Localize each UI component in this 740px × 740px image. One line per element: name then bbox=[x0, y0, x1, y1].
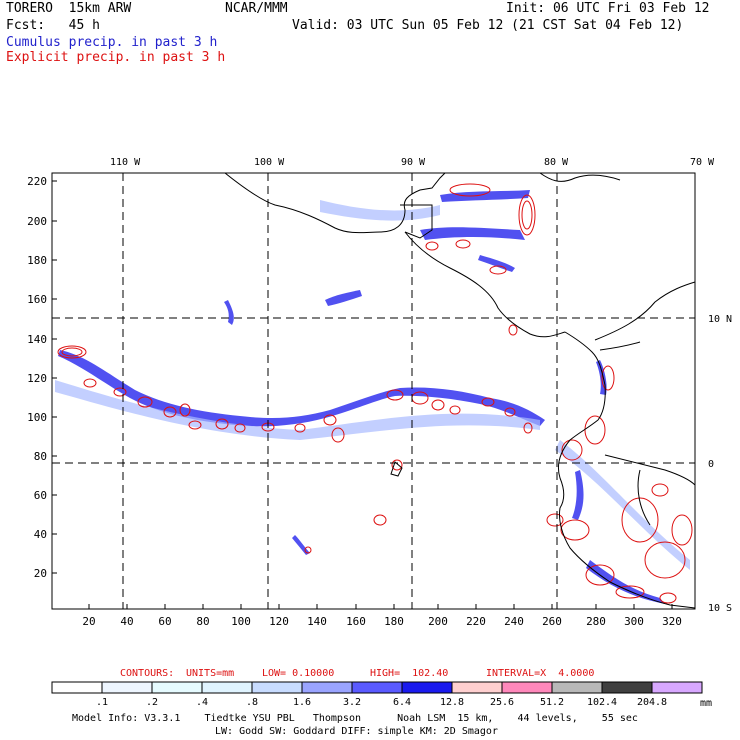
colorbar-swatch bbox=[601, 681, 653, 694]
colorbar-swatch bbox=[101, 681, 153, 694]
lon-label-110w: 110 W bbox=[110, 157, 141, 168]
colorbar-unit: mm bbox=[700, 698, 712, 709]
lat-label-10n: 10 N bbox=[708, 314, 732, 325]
x-tick-label: 60 bbox=[158, 615, 171, 628]
axis-ticks bbox=[52, 180, 673, 609]
x-tick-label: 200 bbox=[428, 615, 448, 628]
colorbar-label: .8 bbox=[246, 697, 258, 708]
lat-label-0: 0 bbox=[708, 459, 714, 470]
colorbar-label: 3.2 bbox=[343, 697, 361, 708]
map-frame bbox=[51, 172, 696, 610]
colorbar-swatch bbox=[451, 681, 503, 694]
colorbar-label: 12.8 bbox=[440, 697, 464, 708]
colorbar-swatch bbox=[501, 681, 553, 694]
colorbar-swatch bbox=[351, 681, 403, 694]
x-tick-label: 180 bbox=[384, 615, 404, 628]
y-tick-label: 60 bbox=[34, 489, 47, 502]
y-tick-label: 40 bbox=[34, 528, 47, 541]
colorbar-swatch bbox=[651, 681, 703, 694]
colorbar-swatch bbox=[201, 681, 253, 694]
lon-label-90w: 90 W bbox=[401, 157, 426, 168]
x-tick-label: 120 bbox=[269, 615, 289, 628]
model-info-line1: Model Info: V3.3.1 Tiedtke YSU PBL Thomp… bbox=[72, 713, 638, 724]
x-tick-label: 260 bbox=[542, 615, 562, 628]
y-tick-label: 180 bbox=[27, 254, 47, 267]
x-tick-label: 280 bbox=[586, 615, 606, 628]
x-tick-label: 220 bbox=[466, 615, 486, 628]
contours-label: CONTOURS: bbox=[120, 668, 175, 679]
y-tick-label: 80 bbox=[34, 450, 47, 463]
contours-high: HIGH= 102.40 bbox=[370, 668, 449, 679]
colorbar-label: 51.2 bbox=[540, 697, 564, 708]
lat-label-10s: 10 S bbox=[708, 603, 732, 614]
colorbar bbox=[51, 681, 703, 694]
x-tick-label: 240 bbox=[504, 615, 524, 628]
colorbar-label: 6.4 bbox=[393, 697, 411, 708]
lon-label-100w: 100 W bbox=[254, 157, 285, 168]
x-tick-label: 320 bbox=[662, 615, 682, 628]
colorbar-label: 25.6 bbox=[490, 697, 514, 708]
y-tick-label: 120 bbox=[27, 372, 47, 385]
x-tick-label: 20 bbox=[82, 615, 95, 628]
x-tick-label: 40 bbox=[120, 615, 133, 628]
explicit-legend-label: Explicit precip. in past 3 h bbox=[6, 50, 226, 65]
y-tick-label: 220 bbox=[27, 175, 47, 188]
y-tick-label: 200 bbox=[27, 215, 47, 228]
y-tick-label: 160 bbox=[27, 293, 47, 306]
graticule bbox=[52, 173, 695, 609]
x-tick-label: 100 bbox=[231, 615, 251, 628]
contours-interval: INTERVAL=X 4.0000 bbox=[486, 668, 595, 679]
valid-time: Valid: 03 UTC Sun 05 Feb 12 (21 CST Sat … bbox=[292, 18, 684, 33]
lon-label-80w: 80 W bbox=[544, 157, 569, 168]
y-tick-label: 20 bbox=[34, 567, 47, 580]
model-info-line2: LW: Godd SW: Goddard DIFF: simple KM: 2D… bbox=[215, 726, 498, 737]
colorbar-swatch bbox=[301, 681, 353, 694]
cumulus-light-areas bbox=[55, 200, 690, 570]
x-tick-label: 80 bbox=[196, 615, 209, 628]
cumulus-precip-areas bbox=[58, 190, 665, 604]
colorbar-swatch bbox=[151, 681, 203, 694]
contours-units: UNITS=mm bbox=[186, 668, 235, 679]
colorbar-label: 102.4 bbox=[587, 697, 617, 708]
colorbar-swatch bbox=[251, 681, 303, 694]
forecast-hour: Fcst: 45 h bbox=[6, 18, 100, 33]
lon-label-70w: 70 W bbox=[690, 157, 715, 168]
init-time: Init: 06 UTC Fri 03 Feb 12 bbox=[506, 1, 710, 16]
explicit-precip-contours bbox=[57, 183, 693, 604]
colorbar-label: .4 bbox=[196, 697, 208, 708]
colorbar-swatch bbox=[551, 681, 603, 694]
x-tick-label: 300 bbox=[624, 615, 644, 628]
coastlines bbox=[224, 172, 696, 609]
model-name: TORERO 15km ARW bbox=[6, 1, 132, 16]
colorbar-swatch bbox=[51, 681, 103, 694]
center-name: NCAR/MMM bbox=[225, 1, 288, 16]
colorbar-label: .1 bbox=[96, 697, 108, 708]
colorbar-label: 204.8 bbox=[637, 697, 667, 708]
colorbar-label: 1.6 bbox=[293, 697, 311, 708]
cumulus-legend-label: Cumulus precip. in past 3 h bbox=[6, 35, 218, 50]
y-tick-label: 140 bbox=[27, 333, 47, 346]
x-tick-label: 160 bbox=[346, 615, 366, 628]
colorbar-swatch bbox=[401, 681, 453, 694]
colorbar-label: .2 bbox=[146, 697, 158, 708]
contours-low: LOW= 0.10000 bbox=[262, 668, 335, 679]
y-tick-label: 100 bbox=[27, 411, 47, 424]
x-tick-label: 140 bbox=[307, 615, 327, 628]
